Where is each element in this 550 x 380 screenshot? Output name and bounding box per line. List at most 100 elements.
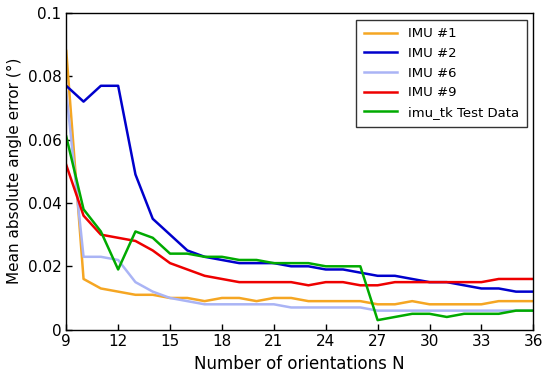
IMU #9 [253,280,260,284]
IMU #6 [271,302,277,307]
IMU #2 [253,261,260,265]
IMU #6 [443,308,450,313]
IMU #9 [478,280,485,284]
imu_tk Test Data [184,251,191,256]
IMU #1 [132,293,139,297]
IMU #6 [253,302,260,307]
IMU #1 [443,302,450,307]
IMU #6 [97,255,104,259]
IMU #1 [63,49,69,53]
IMU #6 [132,280,139,284]
IMU #2 [80,99,87,104]
IMU #2 [97,84,104,88]
IMU #9 [132,239,139,243]
IMU #6 [288,305,294,310]
IMU #2 [496,286,502,291]
Legend: IMU #1, IMU #2, IMU #6, IMU #9, imu_tk Test Data: IMU #1, IMU #2, IMU #6, IMU #9, imu_tk T… [356,19,527,127]
IMU #9 [97,232,104,237]
IMU #1 [271,296,277,300]
IMU #1 [340,299,346,303]
IMU #2 [288,264,294,269]
IMU #2 [305,264,312,269]
IMU #1 [392,302,398,307]
IMU #2 [63,84,69,88]
IMU #6 [201,302,208,307]
IMU #1 [496,299,502,303]
IMU #6 [409,308,415,313]
IMU #6 [392,308,398,313]
Line: IMU #9: IMU #9 [66,165,534,285]
IMU #1 [305,299,312,303]
IMU #6 [80,255,87,259]
imu_tk Test Data [305,261,312,265]
IMU #9 [305,283,312,288]
IMU #1 [167,296,173,300]
IMU #2 [201,255,208,259]
IMU #9 [167,261,173,265]
IMU #9 [184,267,191,272]
IMU #6 [63,90,69,94]
IMU #6 [357,305,364,310]
imu_tk Test Data [97,229,104,234]
imu_tk Test Data [167,251,173,256]
imu_tk Test Data [288,261,294,265]
imu_tk Test Data [322,264,329,269]
Y-axis label: Mean absolute angle error (°): Mean absolute angle error (°) [7,58,22,285]
IMU #2 [167,232,173,237]
IMU #6 [375,308,381,313]
IMU #1 [150,293,156,297]
imu_tk Test Data [375,318,381,322]
IMU #1 [461,302,468,307]
imu_tk Test Data [513,308,519,313]
imu_tk Test Data [115,267,122,272]
IMU #2 [340,267,346,272]
IMU #1 [115,289,122,294]
imu_tk Test Data [496,312,502,316]
IMU #6 [530,308,537,313]
IMU #2 [219,258,225,262]
IMU #2 [357,270,364,275]
IMU #2 [530,289,537,294]
IMU #1 [236,296,243,300]
IMU #9 [530,277,537,281]
Line: imu_tk Test Data: imu_tk Test Data [66,136,534,320]
IMU #9 [80,213,87,218]
IMU #2 [461,283,468,288]
IMU #6 [305,305,312,310]
IMU #2 [184,248,191,253]
IMU #6 [461,308,468,313]
IMU #6 [150,289,156,294]
imu_tk Test Data [201,255,208,259]
IMU #6 [167,296,173,300]
IMU #2 [132,172,139,177]
IMU #6 [236,302,243,307]
imu_tk Test Data [271,261,277,265]
imu_tk Test Data [63,134,69,139]
imu_tk Test Data [530,308,537,313]
imu_tk Test Data [150,236,156,240]
imu_tk Test Data [409,312,415,316]
IMU #2 [426,280,433,284]
imu_tk Test Data [236,258,243,262]
IMU #1 [530,299,537,303]
IMU #2 [443,280,450,284]
imu_tk Test Data [132,229,139,234]
IMU #1 [426,302,433,307]
IMU #6 [496,308,502,313]
IMU #1 [219,296,225,300]
IMU #9 [426,280,433,284]
IMU #9 [322,280,329,284]
Line: IMU #6: IMU #6 [66,92,534,310]
IMU #9 [288,280,294,284]
IMU #2 [409,277,415,281]
IMU #9 [461,280,468,284]
IMU #1 [513,299,519,303]
IMU #9 [375,283,381,288]
IMU #6 [513,308,519,313]
IMU #1 [201,299,208,303]
X-axis label: Number of orientations N: Number of orientations N [195,355,405,373]
IMU #2 [375,274,381,278]
IMU #1 [322,299,329,303]
imu_tk Test Data [426,312,433,316]
IMU #2 [392,274,398,278]
